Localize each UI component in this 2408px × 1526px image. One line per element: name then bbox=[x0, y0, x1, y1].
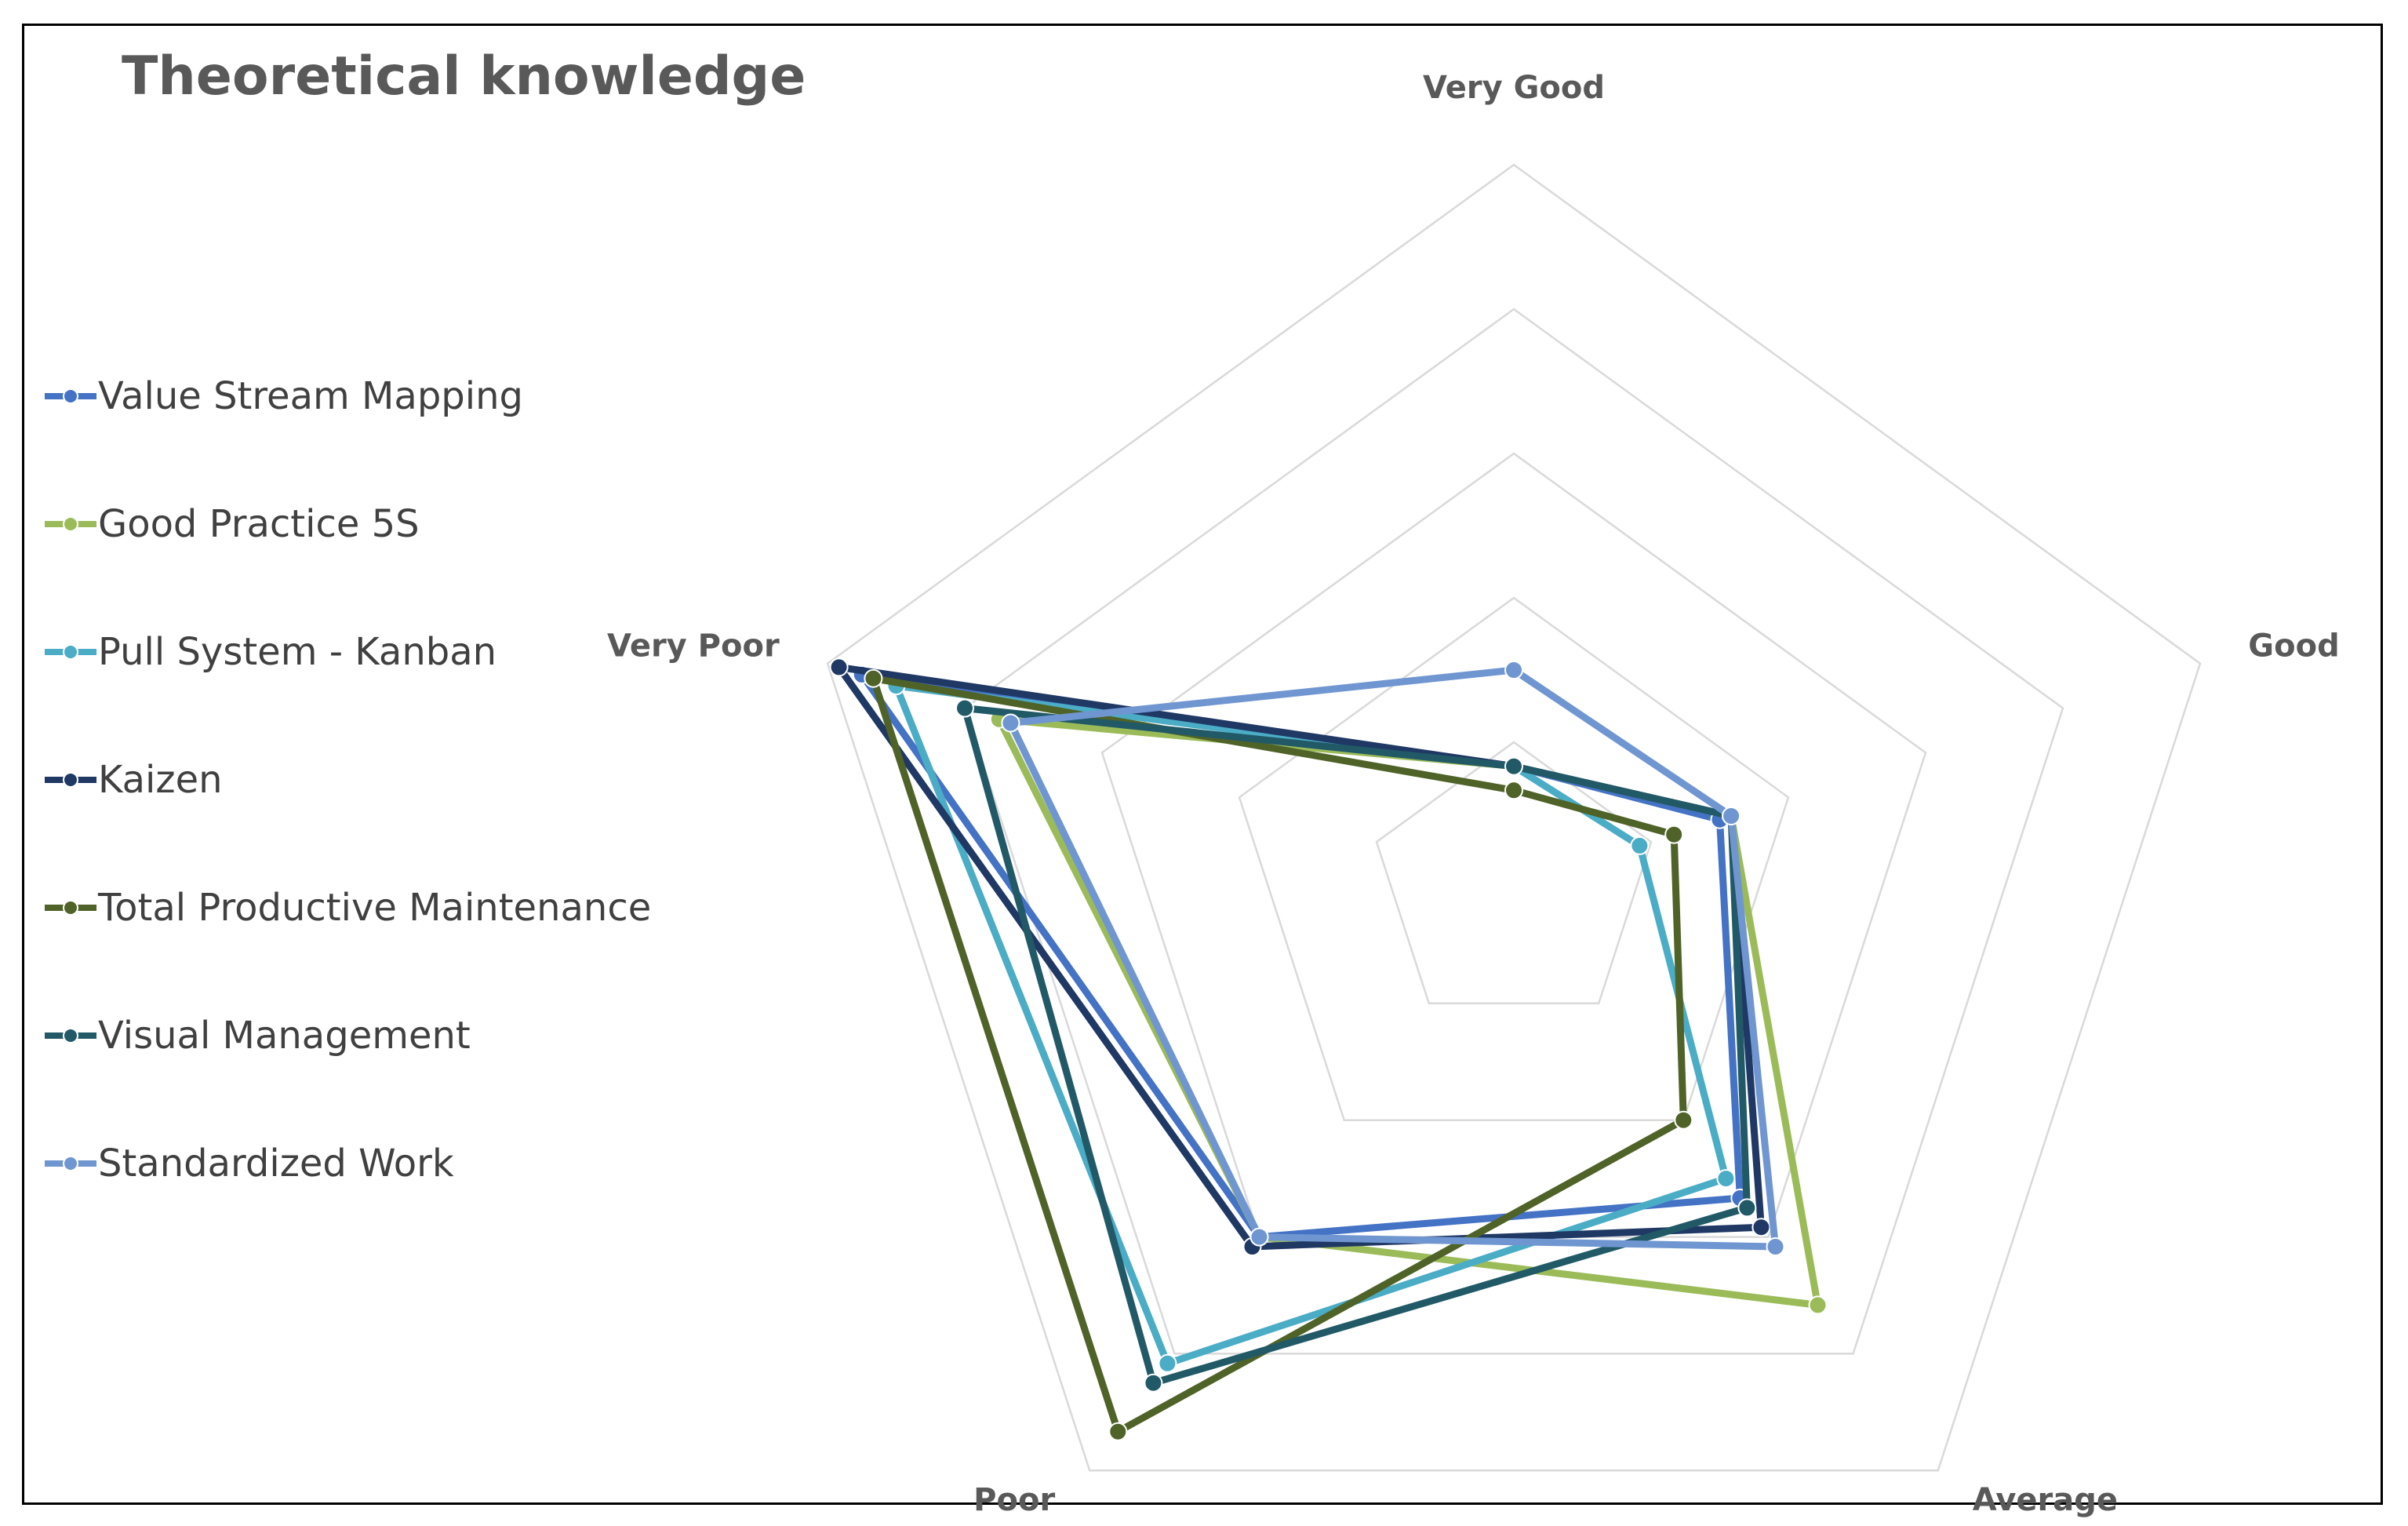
legend-swatch-pull-system-kanban bbox=[45, 644, 96, 660]
data-point-total-productive-maintenance-poor bbox=[1108, 1422, 1128, 1441]
axis-labels: Very Good Good Average Poor Very Poor bbox=[607, 70, 2340, 1518]
legend-swatch-visual-management bbox=[45, 1028, 96, 1043]
series-standardized-work bbox=[1001, 661, 1785, 1256]
data-point-standardized-work-good bbox=[1722, 807, 1741, 825]
data-point-standardized-work-very-poor bbox=[1001, 713, 1020, 733]
axis-label-poor: Poor bbox=[973, 1482, 1055, 1518]
legend-label: Standardized Work bbox=[98, 1142, 454, 1185]
data-point-pull-system-kanban-good bbox=[1630, 836, 1650, 855]
data-point-standardized-work-average bbox=[1766, 1237, 1785, 1256]
legend-swatch-good-practice-5s bbox=[45, 516, 96, 532]
legend-label: Visual Management bbox=[98, 1014, 471, 1058]
data-point-kaizen-very-poor bbox=[829, 657, 849, 677]
axis-label-good: Good bbox=[2248, 628, 2339, 665]
axis-label-average: Average bbox=[1973, 1482, 2118, 1518]
data-point-total-productive-maintenance-good bbox=[1664, 825, 1684, 844]
grid-ring-5 bbox=[826, 163, 2202, 1472]
legend-item-good-practice-5s: Good Practice 5S bbox=[43, 497, 420, 552]
legend-item-standardized-work: Standardized Work bbox=[43, 1136, 454, 1191]
legend-swatch-standardized-work bbox=[45, 1156, 96, 1171]
series-layer bbox=[829, 657, 1828, 1441]
data-point-visual-management-average bbox=[1737, 1198, 1757, 1218]
legend-item-visual-management: Visual Management bbox=[43, 1008, 471, 1063]
legend-item-value-stream-mapping: Value Stream Mapping bbox=[43, 369, 523, 424]
data-point-standardized-work-very-good bbox=[1504, 661, 1523, 679]
legend-label: Good Practice 5S bbox=[98, 502, 420, 546]
grid-ring-2 bbox=[1238, 596, 1790, 1121]
data-point-total-productive-maintenance-very-good bbox=[1504, 781, 1523, 800]
legend-swatch-value-stream-mapping bbox=[45, 388, 96, 404]
data-point-pull-system-kanban-poor bbox=[1158, 1353, 1177, 1373]
chart-frame bbox=[22, 24, 2383, 1505]
data-point-kaizen-average bbox=[1751, 1218, 1771, 1237]
series-pull-system-kanban bbox=[886, 676, 1736, 1373]
data-point-total-productive-maintenance-average bbox=[1674, 1110, 1693, 1130]
legend-item-pull-system-kanban: Pull System - Kanban bbox=[43, 625, 497, 679]
data-point-total-productive-maintenance-very-poor bbox=[864, 668, 883, 688]
legend-label: Pull System - Kanban bbox=[98, 630, 497, 674]
chart-title: Theoretical knowledge bbox=[122, 46, 806, 107]
legend-swatch-total-productive-maintenance bbox=[45, 900, 96, 916]
series-line-total-productive-maintenance bbox=[869, 675, 1687, 1436]
series-visual-management bbox=[955, 698, 1757, 1393]
data-point-visual-management-very-good bbox=[1504, 756, 1523, 776]
axis-label-very-good: Very Good bbox=[1423, 70, 1605, 106]
legend-swatch-kaizen bbox=[45, 772, 96, 788]
series-total-productive-maintenance bbox=[864, 668, 1693, 1441]
data-point-standardized-work-poor bbox=[1249, 1227, 1269, 1247]
legend-item-kaizen: Kaizen bbox=[43, 752, 223, 807]
series-line-standardized-work bbox=[1006, 666, 1779, 1251]
data-point-pull-system-kanban-average bbox=[1716, 1169, 1736, 1189]
data-point-visual-management-very-poor bbox=[955, 698, 974, 718]
legend-label: Kaizen bbox=[98, 758, 223, 802]
axis-label-very-poor: Very Poor bbox=[607, 628, 780, 665]
legend-label: Value Stream Mapping bbox=[98, 374, 523, 418]
data-point-visual-management-poor bbox=[1144, 1373, 1163, 1393]
series-line-value-stream-mapping bbox=[858, 671, 1744, 1241]
legend-item-total-productive-maintenance: Total Productive Maintenance bbox=[43, 880, 651, 935]
grid-ring-4 bbox=[963, 308, 2064, 1355]
data-point-good-practice-5s-average bbox=[1808, 1295, 1828, 1315]
legend-label: Total Productive Maintenance bbox=[98, 886, 652, 930]
